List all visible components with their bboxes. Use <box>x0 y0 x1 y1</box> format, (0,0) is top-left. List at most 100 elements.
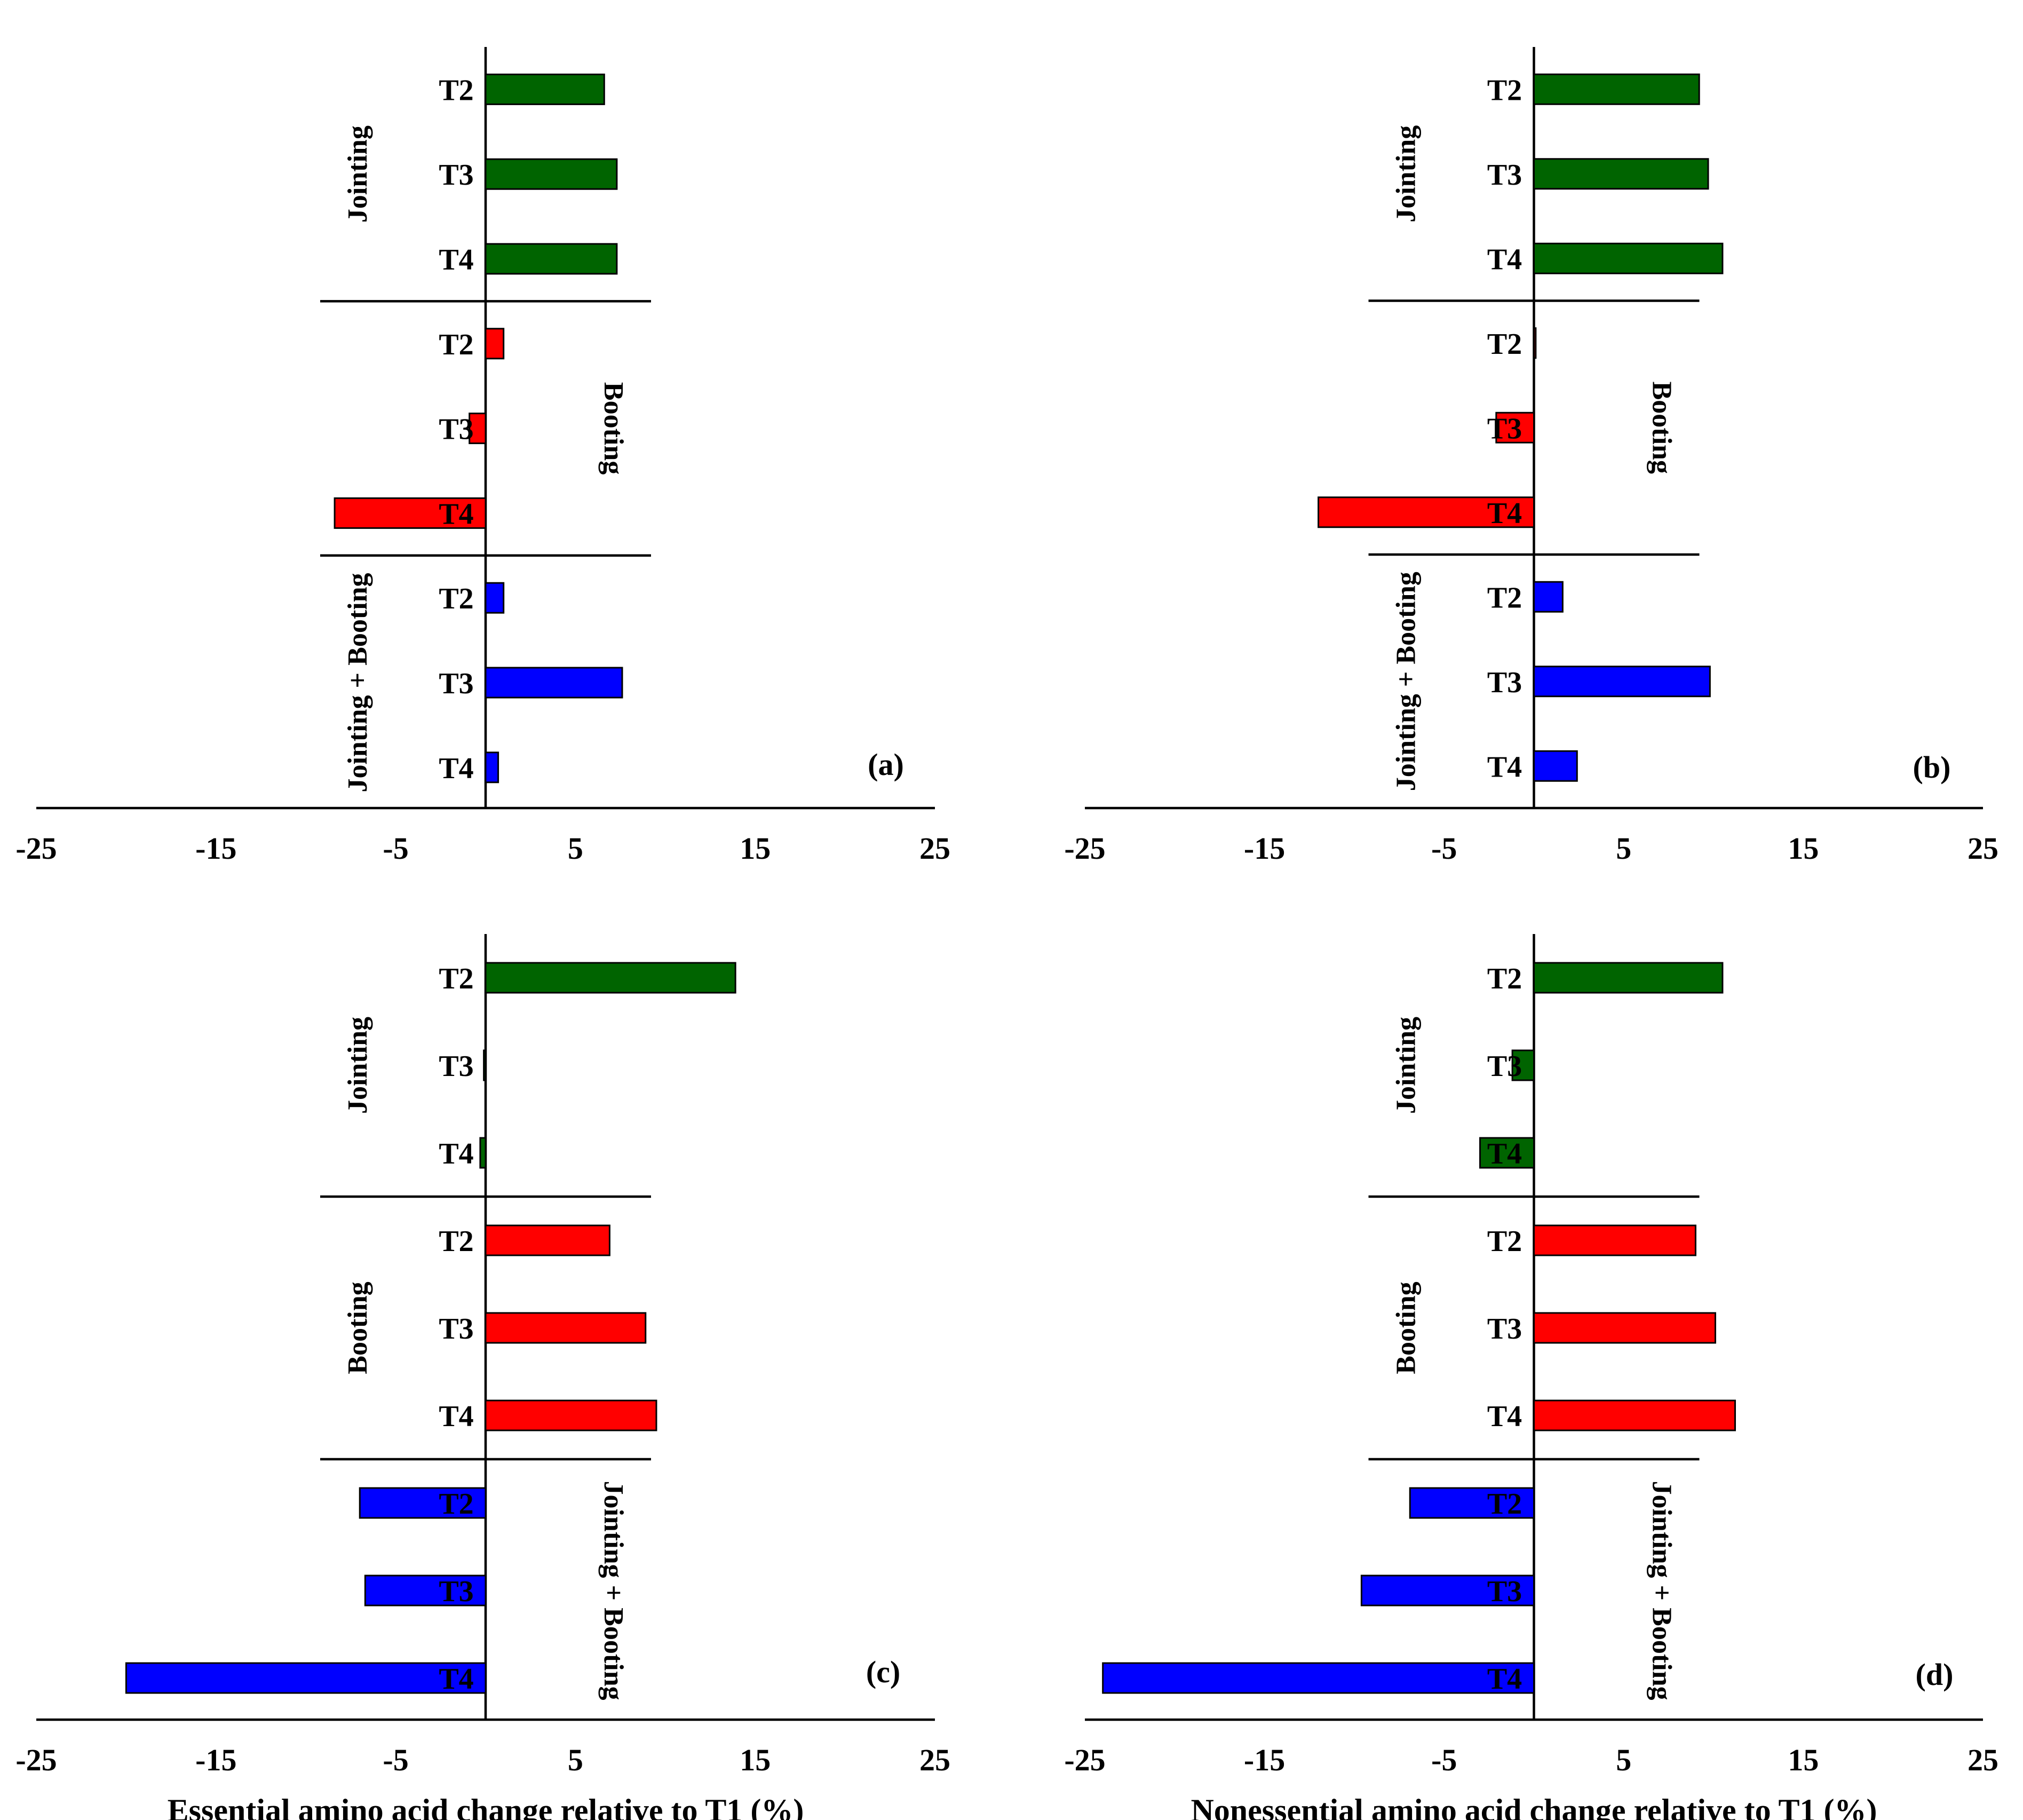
bar-jointing-t4 <box>1533 242 1724 274</box>
category-label: T2 <box>439 74 473 107</box>
x-tick-label: 25 <box>919 831 950 866</box>
group-label: Booting <box>598 382 629 474</box>
category-label: T4 <box>439 1663 473 1696</box>
bar-jointing-booting-t3 <box>1360 1574 1535 1607</box>
bar-booting-t3 <box>1495 412 1535 444</box>
bar-booting-t3 <box>1533 1312 1716 1344</box>
bar-booting-t3 <box>485 1312 647 1344</box>
x-tick-label: -5 <box>383 1743 408 1777</box>
group-label: Booting <box>1647 382 1677 474</box>
bar-booting-t2 <box>485 328 505 360</box>
category-label: T2 <box>439 582 473 615</box>
category-label: T3 <box>439 1050 473 1083</box>
category-label: T3 <box>439 1312 473 1346</box>
chart-panel-4: -25 -15 -5 5 15 25 T2 T3 T4 Jointing T2 T3 T4 Booting… <box>1064 934 1998 1820</box>
category-label: T3 <box>439 159 473 192</box>
bar-booting-t2 <box>485 1224 610 1256</box>
bar-booting-t4 <box>1318 496 1535 528</box>
x-tick-label: 5 <box>568 831 583 866</box>
bar-booting-t4 <box>334 497 487 529</box>
category-label: T4 <box>1487 243 1522 276</box>
bar-jointing-booting-t4 <box>125 1662 487 1694</box>
bar-jointing-booting-t3 <box>1533 666 1711 698</box>
x-tick-label: -5 <box>1431 831 1457 866</box>
chart-panel-3: -25 -15 -5 5 15 25 T2 T3 T4 Jointing T2 T3 T4 Booting… <box>15 934 950 1820</box>
bar-booting-t2 <box>1533 327 1537 359</box>
group-label: Jointing + Booting <box>343 573 373 792</box>
group-label: Jointing <box>1391 1017 1421 1114</box>
bar-jointing-t3 <box>1533 158 1709 190</box>
group-label: Jointing + Booting <box>598 1481 629 1700</box>
category-label: T2 <box>1487 962 1522 995</box>
chart-panel-2: -25 -15 -5 5 15 25 T2 T3 T4 Jointing T2 T3 T4 Booting… <box>1064 47 1998 866</box>
category-label: T3 <box>439 667 473 700</box>
bar-jointing-booting-t4 <box>1102 1662 1535 1694</box>
bar-jointing-booting-t2 <box>485 582 505 614</box>
bar-booting-t3 <box>469 413 487 445</box>
bar-jointing-t2 <box>1533 962 1724 994</box>
category-label: T4 <box>1487 497 1522 530</box>
category-label: T4 <box>1487 1400 1522 1433</box>
x-tick-label: 25 <box>1968 1743 1998 1777</box>
x-tick-label: -15 <box>1244 831 1285 866</box>
category-label: T3 <box>1487 666 1522 699</box>
bar-jointing-booting-t2 <box>1533 581 1564 613</box>
x-tick-label: 5 <box>568 1743 583 1777</box>
x-tick-label: 15 <box>1788 831 1819 866</box>
category-label: T3 <box>1487 1050 1522 1083</box>
category-label: T2 <box>1487 1225 1522 1258</box>
x-tick-label: -15 <box>195 831 236 866</box>
x-tick-label: 15 <box>740 1743 771 1777</box>
category-label: T3 <box>1487 1575 1522 1608</box>
category-label: T3 <box>1487 412 1522 445</box>
x-tick-label: -5 <box>1431 1743 1457 1777</box>
x-tick-label: -5 <box>383 831 408 866</box>
bar-jointing-booting-t3 <box>485 667 623 699</box>
group-label: Jointing <box>1391 125 1421 223</box>
bar-booting-t4 <box>1533 1399 1736 1431</box>
category-label: T2 <box>439 1487 473 1521</box>
category-label: T4 <box>439 1137 473 1170</box>
x-tick-label: 5 <box>1616 831 1631 866</box>
bar-jointing-booting-t4 <box>1533 750 1578 782</box>
category-label: T2 <box>1487 1487 1522 1521</box>
bar-jointing-t4 <box>479 1137 487 1169</box>
group-label: Jointing <box>343 125 373 223</box>
group-label: Booting <box>1391 1281 1421 1374</box>
category-label: T4 <box>439 1400 473 1433</box>
category-label: T4 <box>439 752 473 785</box>
bar-booting-t4 <box>485 1399 657 1431</box>
bar-jointing-t2 <box>485 73 605 105</box>
panel-label: (c) <box>866 1655 900 1689</box>
bar-jointing-t2 <box>1533 73 1700 105</box>
category-label: T4 <box>439 243 473 276</box>
x-tick-label: 5 <box>1616 1743 1631 1777</box>
bar-jointing-booting-t2 <box>359 1487 487 1519</box>
bar-jointing-t2 <box>485 962 736 994</box>
group-label: Jointing + Booting <box>1647 1481 1677 1700</box>
group-label: Jointing + Booting <box>1391 572 1421 791</box>
x-tick-label: -15 <box>195 1743 236 1777</box>
bar-jointing-t4 <box>485 243 618 275</box>
bar-jointing-booting-t4 <box>485 751 499 784</box>
category-label: T3 <box>439 413 473 446</box>
category-label: T2 <box>1487 581 1522 614</box>
x-tick-label: 15 <box>1788 1743 1819 1777</box>
bar-booting-t2 <box>1533 1224 1696 1256</box>
x-tick-label: -25 <box>1064 1743 1105 1777</box>
x-tick-label: -25 <box>15 1743 57 1777</box>
category-label: T2 <box>439 328 473 361</box>
bar-jointing-t3 <box>483 1049 487 1081</box>
category-label: T4 <box>439 497 473 531</box>
category-label: T2 <box>439 1225 473 1258</box>
group-label: Jointing <box>343 1017 373 1114</box>
panel-label: (b) <box>1913 750 1951 785</box>
category-label: T4 <box>1487 750 1522 784</box>
x-tick-label: 15 <box>740 831 771 866</box>
bar-jointing-t3 <box>485 158 618 190</box>
x-tick-label: -15 <box>1244 1743 1285 1777</box>
panel-label: (d) <box>1916 1657 1954 1692</box>
chart-panel-1: -25 -15 -5 5 15 25 T2 T3 T4 Jointing T2 T3 T4 Booting… <box>15 47 950 866</box>
x-tick-label: 25 <box>919 1743 950 1777</box>
